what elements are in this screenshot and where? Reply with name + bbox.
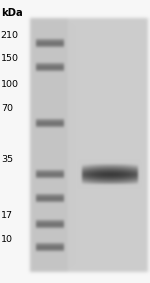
Text: 10: 10	[1, 235, 13, 244]
Text: kDa: kDa	[1, 8, 22, 18]
Text: 70: 70	[1, 104, 13, 113]
Text: 210: 210	[1, 31, 19, 40]
Text: 150: 150	[1, 53, 19, 63]
Text: 17: 17	[1, 211, 13, 220]
Text: 35: 35	[1, 155, 13, 164]
Text: 100: 100	[1, 80, 19, 89]
